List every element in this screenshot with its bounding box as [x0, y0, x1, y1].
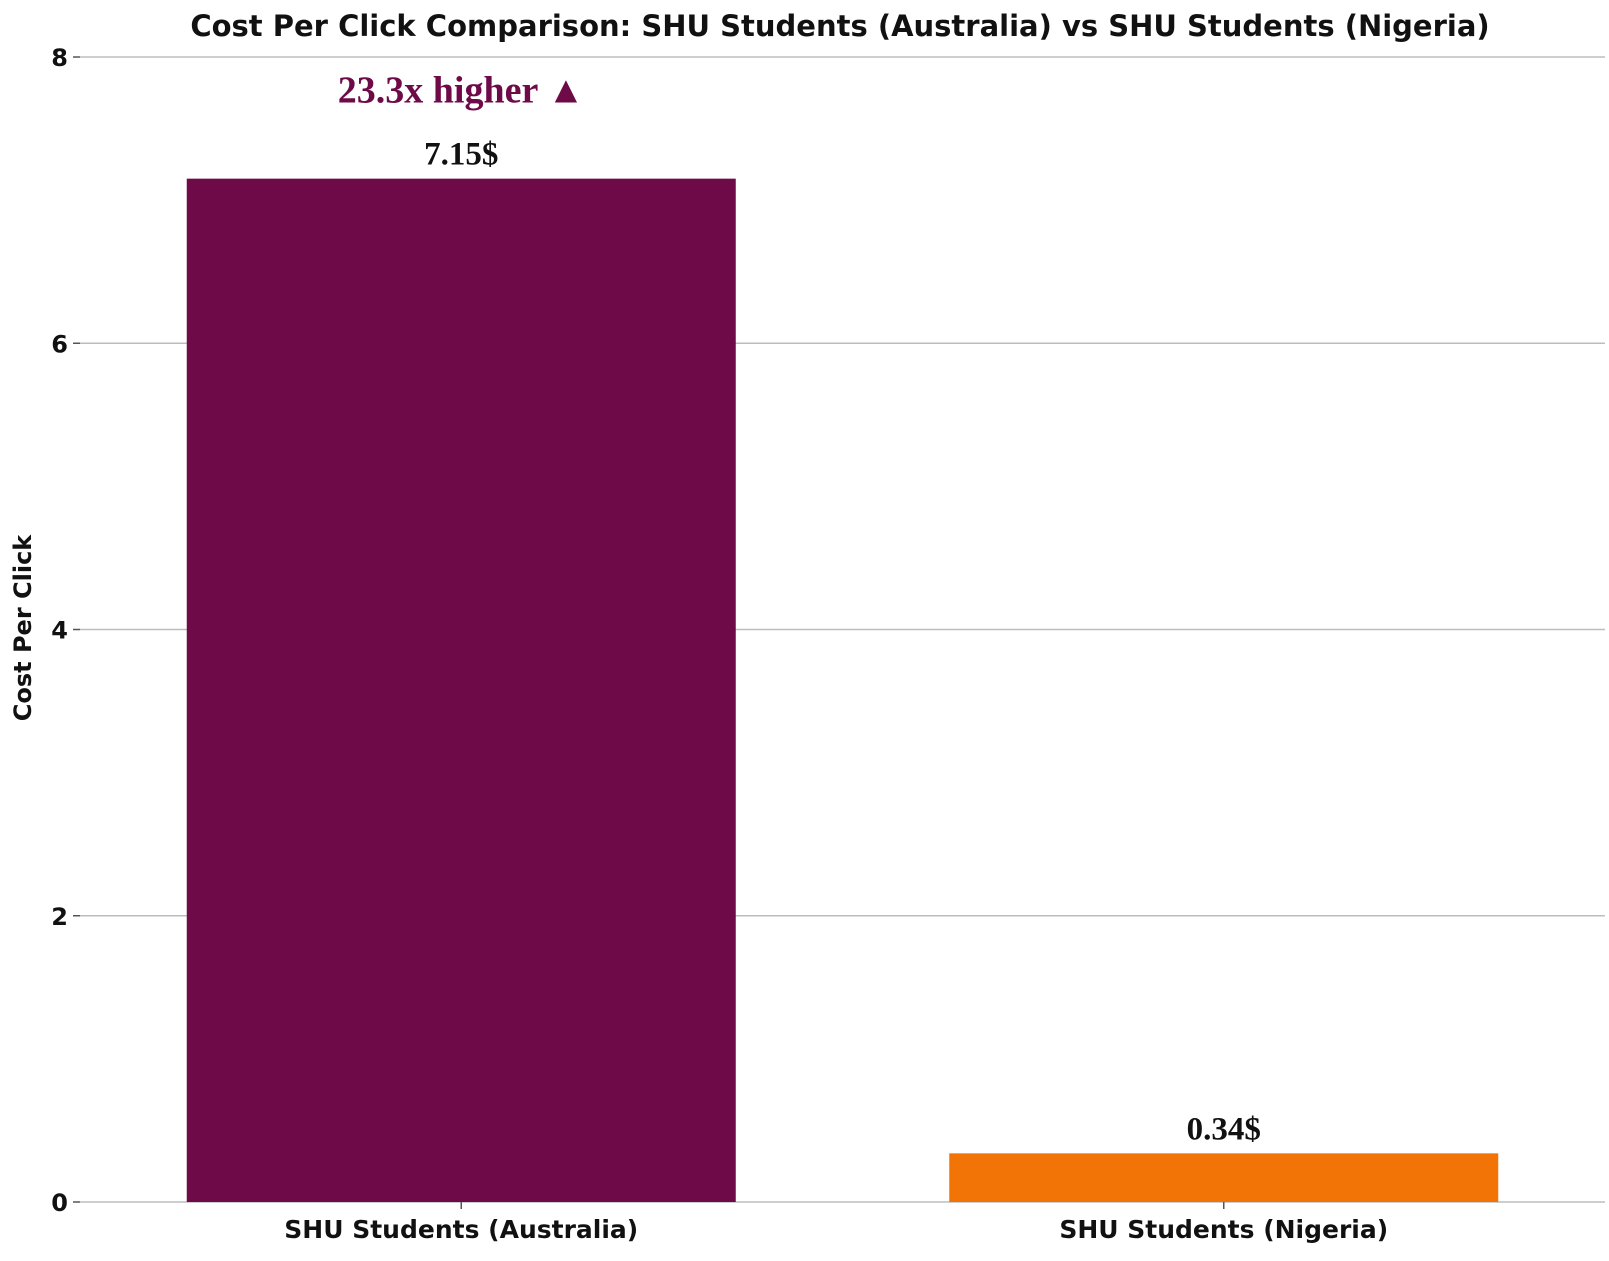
bar-value-label: 0.34$ — [1187, 1111, 1261, 1147]
bar-0 — [186, 178, 736, 1202]
y-axis-label: Cost Per Click — [9, 534, 37, 722]
chart-title: Cost Per Click Comparison: SHU Students … — [190, 9, 1489, 43]
x-tick-label: SHU Students (Australia) — [284, 1215, 638, 1244]
y-tick-label: 6 — [51, 330, 68, 358]
labels: 0 2 4 6 8 7.15$ SHU Students (Australia) 0.34$ S… — [51, 44, 1388, 1244]
y-tick-label: 0 — [51, 1189, 68, 1217]
x-tick-label: SHU Students (Nigeria) — [1059, 1215, 1388, 1244]
y-tick-label: 8 — [51, 44, 68, 72]
y-tick-label: 2 — [51, 903, 68, 931]
bars — [186, 178, 1499, 1202]
y-tick-label: 4 — [51, 617, 68, 645]
comparison-annotation: 23.3x higher ▲ — [338, 70, 585, 112]
bar-value-label: 7.15$ — [424, 137, 498, 173]
bar-1 — [949, 1153, 1499, 1202]
